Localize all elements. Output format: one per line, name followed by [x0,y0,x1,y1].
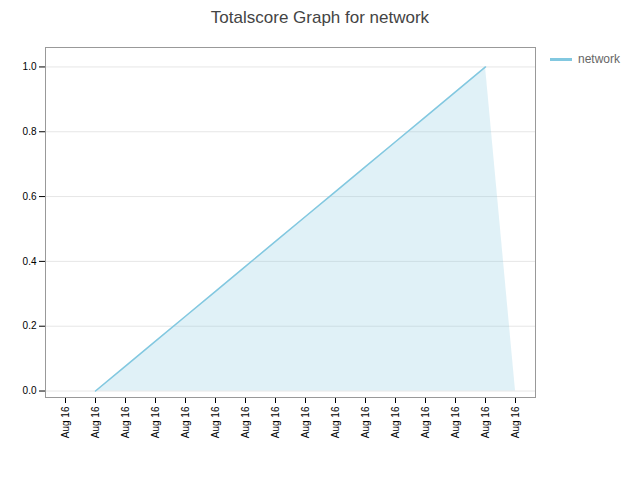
html-text:network: network [578,52,620,66]
svg-text:Aug 16: Aug 16 [330,406,341,438]
svg-text:0.0: 0.0 [23,385,37,396]
svg-text:Aug 16: Aug 16 [180,406,191,438]
svg-text:0.8: 0.8 [23,126,37,137]
svg-text:Aug 16: Aug 16 [270,406,281,438]
svg-text:Aug 16: Aug 16 [210,406,221,438]
svg-text:Aug 16: Aug 16 [480,406,491,438]
svg-text:Aug 16: Aug 16 [150,406,161,438]
svg-text:Aug 16: Aug 16 [450,406,461,438]
svg-text:Aug 16: Aug 16 [420,406,431,438]
svg-text:Aug 16: Aug 16 [90,406,101,438]
svg-text:Aug 16: Aug 16 [240,406,251,438]
svg-text:Aug 16: Aug 16 [60,406,71,438]
svg-text:0.6: 0.6 [23,191,37,202]
svg-text:Aug 16: Aug 16 [300,406,311,438]
svg-text:Aug 16: Aug 16 [360,406,371,438]
svg-text:Aug 16: Aug 16 [390,406,401,438]
svg-text:0.4: 0.4 [23,256,37,267]
svg-text:0.2: 0.2 [23,320,37,331]
svg-text:Aug 16: Aug 16 [120,406,131,438]
html-text:Totalscore Graph for network: Totalscore Graph for network [210,8,430,27]
svg-text:1.0: 1.0 [23,61,37,72]
svg-text:Aug 16: Aug 16 [510,406,521,438]
